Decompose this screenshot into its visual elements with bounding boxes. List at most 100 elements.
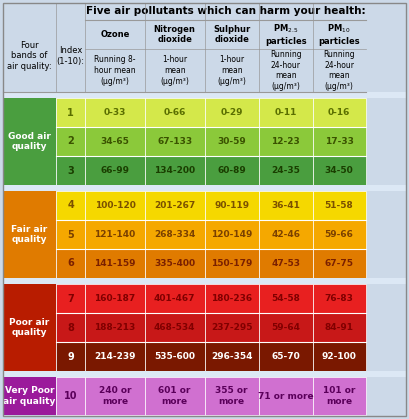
Bar <box>312 98 366 127</box>
Bar <box>204 220 259 249</box>
Text: 90-119: 90-119 <box>214 201 249 210</box>
Bar <box>145 191 204 220</box>
Text: 188-213: 188-213 <box>94 323 136 332</box>
Bar <box>56 313 85 342</box>
Text: 9: 9 <box>67 352 74 362</box>
Text: 67-75: 67-75 <box>325 259 354 268</box>
Bar <box>145 127 204 156</box>
Bar <box>312 284 366 313</box>
Text: 17-33: 17-33 <box>325 137 353 146</box>
Text: 150-179: 150-179 <box>211 259 252 268</box>
Text: 240 or
more: 240 or more <box>99 386 131 406</box>
Text: 535-600: 535-600 <box>154 352 195 361</box>
Text: 160-187: 160-187 <box>94 294 136 303</box>
Bar <box>85 191 145 220</box>
Bar <box>56 249 85 278</box>
Bar <box>259 20 312 49</box>
Bar <box>204 49 259 92</box>
Bar <box>85 249 145 278</box>
Text: Four
bands of
air quality:: Four bands of air quality: <box>7 41 52 71</box>
Text: 0-16: 0-16 <box>328 108 350 117</box>
Text: 0-11: 0-11 <box>274 108 297 117</box>
Text: 2: 2 <box>67 137 74 147</box>
Text: 24-35: 24-35 <box>271 166 300 175</box>
Text: Five air pollutants which can harm your health:: Five air pollutants which can harm your … <box>85 7 365 16</box>
Text: 67-133: 67-133 <box>157 137 192 146</box>
Text: 5: 5 <box>67 230 74 240</box>
Bar <box>3 284 56 371</box>
Text: 134-200: 134-200 <box>154 166 195 175</box>
Bar <box>312 49 366 92</box>
Text: 3: 3 <box>67 166 74 176</box>
Bar <box>312 220 366 249</box>
Text: 120-149: 120-149 <box>211 230 252 239</box>
Bar <box>259 377 312 415</box>
Bar <box>145 284 204 313</box>
Text: 65-70: 65-70 <box>271 352 300 361</box>
Text: Nitrogen
dioxide: Nitrogen dioxide <box>154 25 196 44</box>
Bar <box>56 220 85 249</box>
Text: 201-267: 201-267 <box>154 201 196 210</box>
Bar <box>204 127 259 156</box>
Bar <box>85 3 366 20</box>
Bar <box>312 127 366 156</box>
Text: 1: 1 <box>67 108 74 117</box>
Bar <box>204 342 259 371</box>
Bar <box>145 377 204 415</box>
Text: Poor air
quality: Poor air quality <box>9 318 50 337</box>
Text: 180-236: 180-236 <box>211 294 252 303</box>
Bar <box>56 156 85 185</box>
Bar <box>85 377 145 415</box>
Text: 6: 6 <box>67 259 74 269</box>
Bar <box>259 127 312 156</box>
Bar <box>85 220 145 249</box>
Text: 601 or
more: 601 or more <box>159 386 191 406</box>
Bar <box>312 377 366 415</box>
Bar <box>56 98 85 127</box>
Bar <box>85 342 145 371</box>
Text: 296-354: 296-354 <box>211 352 252 361</box>
Text: 468-534: 468-534 <box>154 323 196 332</box>
Text: 355 or
more: 355 or more <box>216 386 248 406</box>
Text: 76-83: 76-83 <box>325 294 353 303</box>
Text: 0-66: 0-66 <box>164 108 186 117</box>
Text: 66-99: 66-99 <box>101 166 130 175</box>
Bar <box>85 20 145 49</box>
Text: 92-100: 92-100 <box>321 352 357 361</box>
Bar <box>145 98 204 127</box>
Bar <box>145 249 204 278</box>
Bar <box>259 191 312 220</box>
Bar <box>85 156 145 185</box>
Bar <box>259 220 312 249</box>
Bar <box>204 313 259 342</box>
Bar <box>259 49 312 92</box>
Text: 12-23: 12-23 <box>271 137 300 146</box>
Bar <box>3 98 56 185</box>
Bar <box>259 284 312 313</box>
Text: 0-33: 0-33 <box>104 108 126 117</box>
Text: 10: 10 <box>64 391 77 401</box>
Text: 214-239: 214-239 <box>94 352 136 361</box>
Text: Index
(1-10):: Index (1-10): <box>57 46 85 66</box>
Bar <box>145 49 204 92</box>
Bar <box>85 49 145 92</box>
Text: 54-58: 54-58 <box>271 294 300 303</box>
Text: 59-66: 59-66 <box>325 230 353 239</box>
Text: 34-65: 34-65 <box>101 137 130 146</box>
Bar <box>204 156 259 185</box>
Bar <box>312 313 366 342</box>
Text: 60-89: 60-89 <box>217 166 246 175</box>
Bar <box>259 249 312 278</box>
Bar <box>3 371 406 377</box>
Bar <box>3 278 406 284</box>
Bar <box>204 377 259 415</box>
Text: 42-46: 42-46 <box>271 230 300 239</box>
Bar <box>312 20 366 49</box>
Text: Ozone: Ozone <box>100 30 130 39</box>
Text: Fair air
quality: Fair air quality <box>11 225 48 244</box>
Bar <box>204 20 259 49</box>
Text: 36-41: 36-41 <box>271 201 300 210</box>
Bar <box>259 98 312 127</box>
Bar <box>259 156 312 185</box>
Bar <box>259 313 312 342</box>
